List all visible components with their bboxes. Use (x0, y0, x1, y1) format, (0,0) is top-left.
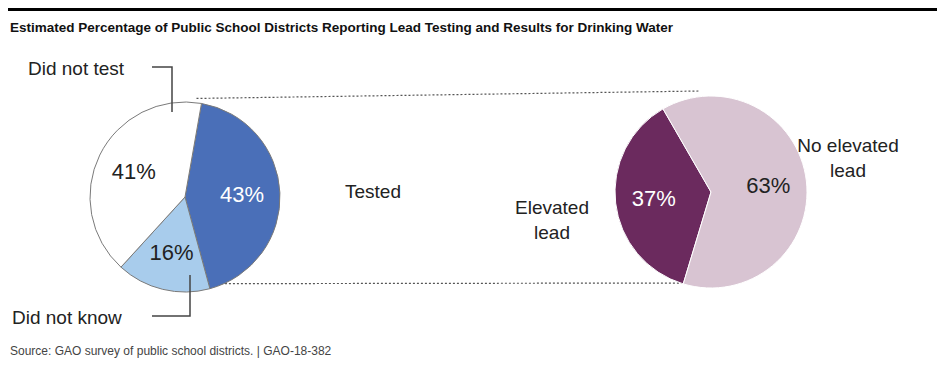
svg-text:Did not know: Did not know (12, 307, 122, 328)
svg-text:16%: 16% (150, 240, 194, 265)
svg-text:Tested: Tested (345, 181, 401, 202)
svg-text:lead: lead (830, 160, 866, 181)
svg-text:No elevated: No elevated (797, 135, 898, 156)
svg-text:Did not test: Did not test (28, 58, 125, 79)
html-text:Source: GAO survey of public s: Source: GAO survey of public school dist… (10, 344, 332, 358)
svg-text:37%: 37% (632, 186, 676, 211)
html-text:Estimated Percentage of Public: Estimated Percentage of Public School Di… (10, 20, 674, 35)
svg-text:63%: 63% (746, 173, 790, 198)
svg-text:lead: lead (534, 222, 570, 243)
svg-text:Elevated: Elevated (515, 197, 589, 218)
svg-text:41%: 41% (112, 159, 156, 184)
svg-text:43%: 43% (220, 182, 264, 207)
